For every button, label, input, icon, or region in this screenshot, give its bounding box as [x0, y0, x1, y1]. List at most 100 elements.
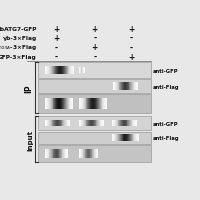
Bar [90, 98, 91, 110]
Bar [67, 120, 68, 127]
Bar [47, 98, 48, 110]
Bar [81, 149, 82, 158]
Bar [63, 149, 64, 158]
Bar [50, 149, 51, 158]
Bar [96, 120, 97, 127]
Bar [118, 83, 119, 91]
Bar [96, 98, 97, 110]
Bar [129, 135, 130, 142]
Bar [63, 67, 64, 75]
Bar [57, 67, 58, 75]
Text: -: - [129, 43, 133, 52]
Bar [127, 83, 128, 91]
Bar [116, 83, 117, 91]
Bar [117, 83, 118, 91]
Bar [92, 98, 93, 110]
Bar [53, 149, 54, 158]
Bar [97, 98, 98, 110]
Bar [66, 149, 67, 158]
Bar [38, 145, 151, 163]
Bar [119, 83, 120, 91]
Bar [71, 98, 72, 110]
Bar [54, 120, 55, 127]
Bar [73, 67, 74, 75]
Bar [135, 135, 136, 142]
Bar [127, 135, 128, 142]
Text: IP: IP [25, 84, 34, 93]
Bar [121, 120, 122, 127]
Bar [86, 98, 87, 110]
Bar [52, 98, 53, 110]
Bar [95, 120, 96, 127]
Bar [121, 83, 122, 91]
Bar [123, 83, 124, 91]
Bar [72, 67, 73, 75]
Bar [137, 135, 138, 142]
Bar [63, 120, 64, 127]
Bar [49, 98, 50, 110]
Bar [120, 83, 121, 91]
Bar [101, 120, 102, 127]
Bar [105, 98, 106, 110]
Bar [102, 120, 103, 127]
Bar [70, 67, 71, 75]
Bar [126, 135, 127, 142]
Bar [87, 149, 88, 158]
Bar [130, 135, 131, 142]
Bar [103, 98, 104, 110]
Bar [67, 149, 68, 158]
Bar [46, 98, 47, 110]
Bar [72, 98, 73, 110]
Bar [106, 98, 107, 110]
Bar [120, 135, 121, 142]
Bar [97, 120, 98, 127]
Bar [79, 149, 80, 158]
Bar [136, 120, 137, 127]
Bar [91, 98, 92, 110]
Bar [132, 120, 133, 127]
Text: -: - [129, 34, 133, 43]
Bar [94, 149, 95, 158]
Bar [83, 120, 84, 127]
Bar [60, 67, 61, 75]
Bar [71, 67, 72, 75]
Bar [89, 120, 90, 127]
Bar [48, 149, 49, 158]
Bar [46, 67, 47, 75]
Text: Input: Input [28, 129, 34, 150]
Bar [59, 149, 60, 158]
Text: +: + [128, 52, 134, 61]
Bar [54, 98, 55, 110]
Bar [55, 67, 56, 75]
Bar [84, 98, 85, 110]
Bar [116, 135, 117, 142]
Bar [63, 98, 64, 110]
Bar [85, 98, 86, 110]
Bar [85, 120, 86, 127]
Bar [90, 120, 91, 127]
Bar [112, 120, 113, 127]
Bar [88, 98, 89, 110]
Bar [133, 120, 134, 127]
Bar [80, 149, 81, 158]
Bar [135, 83, 136, 91]
Bar [58, 67, 59, 75]
Bar [58, 98, 59, 110]
Bar [137, 83, 138, 91]
Bar [82, 98, 83, 110]
Bar [57, 98, 58, 110]
Bar [113, 135, 114, 142]
Bar [126, 83, 127, 91]
Bar [51, 120, 52, 127]
Bar [80, 120, 81, 127]
Bar [48, 67, 49, 75]
Bar [45, 120, 46, 127]
Bar [68, 67, 69, 75]
Bar [48, 98, 49, 110]
Bar [94, 120, 95, 127]
Bar [130, 83, 131, 91]
Text: anti-Flag: anti-Flag [153, 84, 179, 89]
Bar [104, 98, 105, 110]
Bar [86, 149, 87, 158]
Text: γb-3×Flag: γb-3×Flag [2, 36, 37, 41]
